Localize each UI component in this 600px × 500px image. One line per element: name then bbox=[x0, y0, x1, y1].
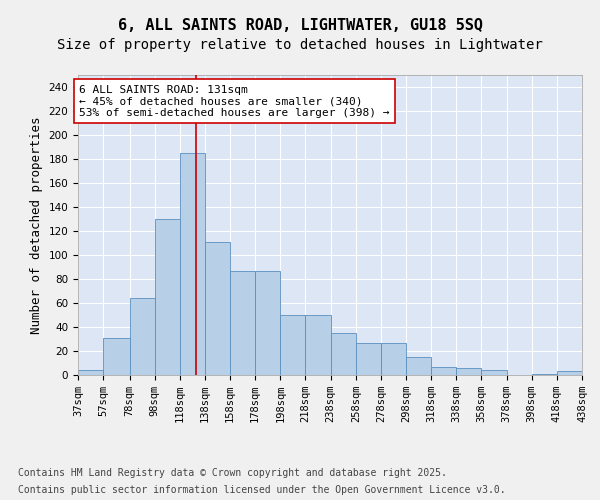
Y-axis label: Number of detached properties: Number of detached properties bbox=[30, 116, 43, 334]
Bar bbox=[280, 315, 305, 375]
Bar bbox=[305, 315, 331, 375]
Text: 6, ALL SAINTS ROAD, LIGHTWATER, GU18 5SQ: 6, ALL SAINTS ROAD, LIGHTWATER, GU18 5SQ bbox=[118, 18, 482, 32]
Bar bbox=[481, 370, 506, 375]
Bar bbox=[532, 374, 557, 375]
Bar bbox=[230, 270, 255, 375]
Bar bbox=[381, 342, 406, 375]
Bar bbox=[431, 366, 457, 375]
Bar bbox=[255, 270, 280, 375]
Bar bbox=[557, 372, 582, 375]
Bar bbox=[406, 357, 431, 375]
Text: 6 ALL SAINTS ROAD: 131sqm
← 45% of detached houses are smaller (340)
53% of semi: 6 ALL SAINTS ROAD: 131sqm ← 45% of detac… bbox=[79, 84, 390, 118]
Bar bbox=[103, 338, 130, 375]
Bar bbox=[180, 153, 205, 375]
Bar bbox=[457, 368, 481, 375]
Text: Contains HM Land Registry data © Crown copyright and database right 2025.: Contains HM Land Registry data © Crown c… bbox=[18, 468, 447, 477]
Bar bbox=[356, 342, 381, 375]
Text: Size of property relative to detached houses in Lightwater: Size of property relative to detached ho… bbox=[57, 38, 543, 52]
Text: Contains public sector information licensed under the Open Government Licence v3: Contains public sector information licen… bbox=[18, 485, 506, 495]
Bar bbox=[130, 298, 155, 375]
Bar bbox=[331, 333, 356, 375]
Bar bbox=[78, 370, 103, 375]
Bar bbox=[155, 219, 180, 375]
Bar bbox=[205, 242, 230, 375]
